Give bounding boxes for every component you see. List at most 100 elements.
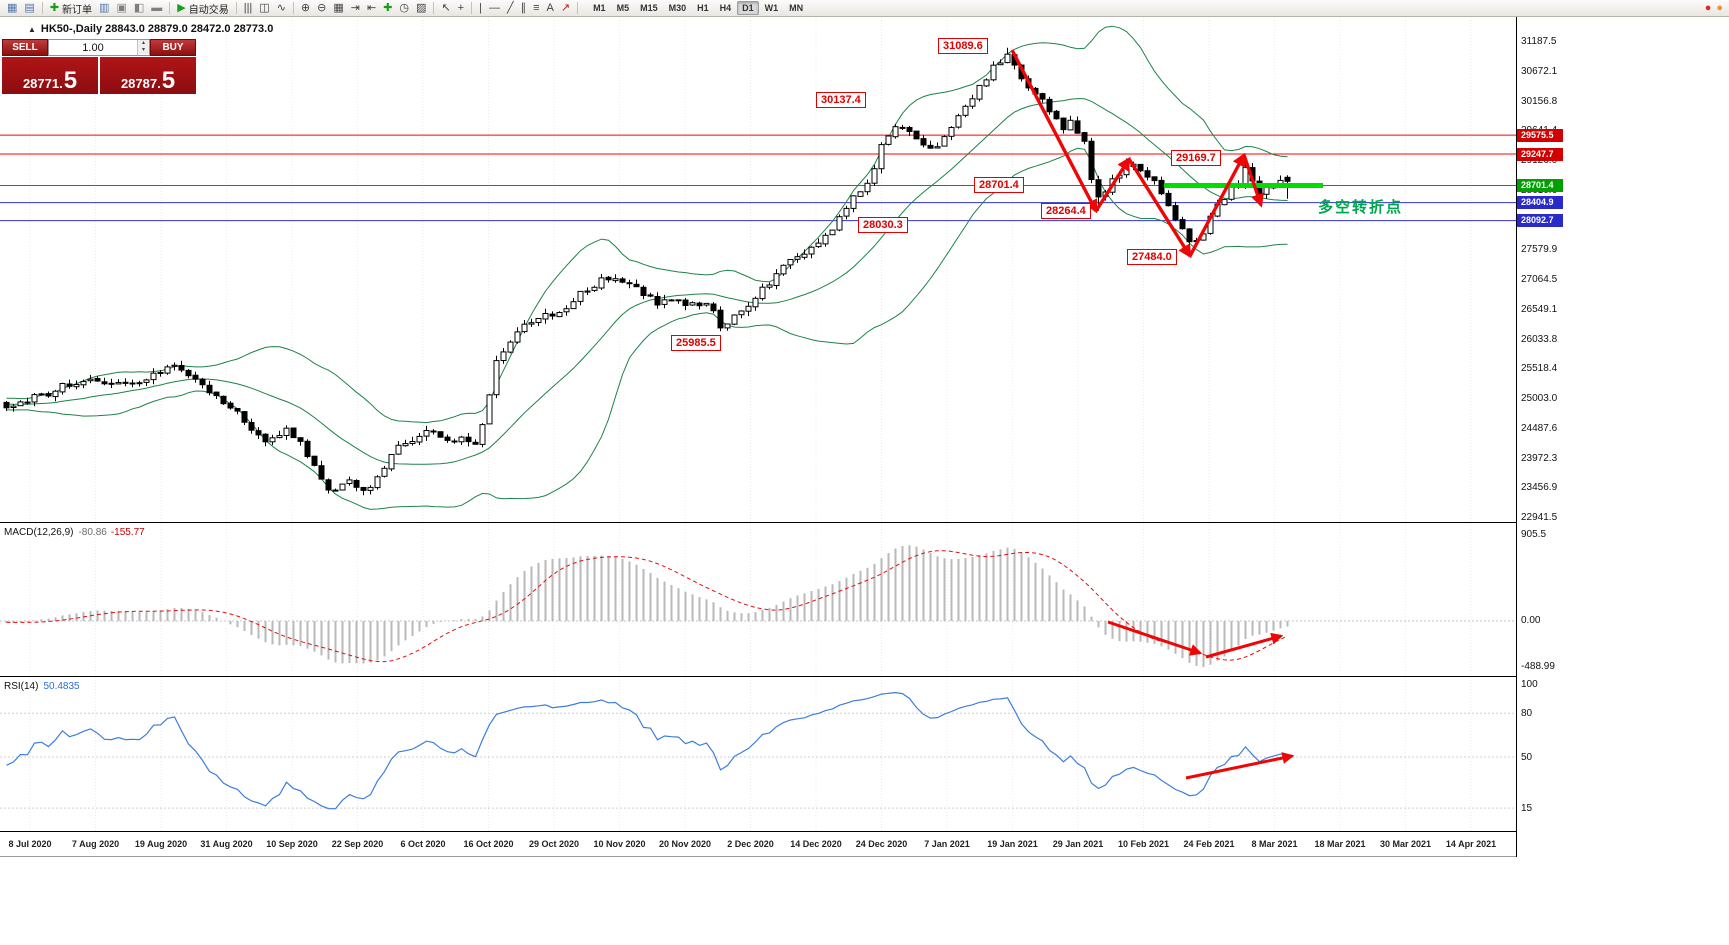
- date-label: 18 Mar 2021: [1314, 839, 1366, 849]
- sell-button[interactable]: SELL: [2, 39, 48, 56]
- navigator-icon: ◧: [133, 1, 145, 14]
- cursor-button[interactable]: ↖: [438, 1, 453, 16]
- date-label: 2 Dec 2020: [727, 839, 774, 849]
- auto-scroll-icon: ⇥: [350, 1, 360, 14]
- auto-trading-button[interactable]: ▶ 自动交易: [174, 1, 231, 16]
- periods-icon: ◷: [399, 1, 410, 14]
- zoom-in-button[interactable]: ⊕: [298, 1, 313, 16]
- price-axis[interactable]: 31187.530672.130156.829641.429126.028610…: [1516, 17, 1576, 857]
- date-label: 29 Oct 2020: [528, 839, 580, 849]
- macd-trend-arrow[interactable]: [1107, 620, 1203, 656]
- market-watch-button[interactable]: ▥: [96, 1, 112, 16]
- indicators-button[interactable]: ✚: [380, 1, 395, 16]
- periods-button[interactable]: ◷: [396, 1, 412, 16]
- buy-price-panel[interactable]: 28787. 5: [100, 57, 196, 94]
- rsi-canvas[interactable]: [0, 677, 1516, 831]
- macd-trend-arrow[interactable]: [1205, 632, 1284, 659]
- macd-indicator-panel[interactable]: MACD(12,26,9) -80.86 -155.77: [0, 523, 1516, 677]
- line-chart-button[interactable]: ∿: [274, 1, 289, 16]
- fibonacci-button[interactable]: ≡: [530, 1, 542, 16]
- time-axis[interactable]: 8 Jul 2020 7 Aug 2020 19 Aug 2020 31 Aug 20…: [0, 832, 1516, 857]
- buy-price-big-digit: 5: [161, 66, 176, 94]
- candlestick-chart-button[interactable]: ◫: [256, 1, 272, 16]
- price-annotation[interactable]: 27484.0: [1127, 249, 1177, 265]
- timeframe-h4[interactable]: H4: [719, 3, 732, 13]
- data-window-button[interactable]: ▣: [113, 1, 129, 16]
- main-chart-panel[interactable]: ▲ HK50-,Daily 28843.0 28879.0 28472.0 287…: [0, 17, 1516, 523]
- timeframe-m15[interactable]: M15: [640, 3, 658, 13]
- timeframe-m1[interactable]: M1: [593, 3, 606, 13]
- price-axis-label: 22941.5: [1521, 512, 1558, 523]
- templates-button[interactable]: ▨: [413, 1, 429, 16]
- text-label-button[interactable]: A: [544, 1, 557, 16]
- zoom-out-icon: ⊖: [317, 1, 327, 14]
- rsi-label: RSI(14) 50.4835: [4, 681, 80, 692]
- tile-windows-button[interactable]: ▦: [330, 1, 346, 16]
- timeframe-h1[interactable]: H1: [697, 3, 709, 13]
- bar-chart-button[interactable]: |||: [241, 1, 256, 16]
- price-line-badge: 28701.4: [1517, 179, 1563, 192]
- terminal-button[interactable]: ▬: [148, 1, 165, 16]
- date-label: 10 Sep 2020: [266, 839, 318, 849]
- alerts-icon[interactable]: ●: [1704, 2, 1712, 14]
- price-axis-label: 24487.6: [1521, 422, 1558, 434]
- buy-button[interactable]: BUY: [150, 39, 196, 56]
- rsi-trend-arrow[interactable]: [1185, 752, 1295, 780]
- chart-shift-button[interactable]: ⇤: [364, 1, 379, 16]
- spinner-down-icon[interactable]: ▾: [138, 47, 149, 54]
- quantity-spinner[interactable]: ▴ ▾: [137, 40, 149, 55]
- quantity-stepper[interactable]: 1.00 ▴ ▾: [48, 39, 150, 56]
- rsi-line: [6, 691, 1288, 810]
- spinner-up-icon[interactable]: ▴: [138, 40, 149, 47]
- timeframe-m5[interactable]: M5: [616, 3, 630, 13]
- date-label: 22 Sep 2020: [331, 839, 384, 849]
- price-annotation[interactable]: 28701.4: [974, 177, 1024, 193]
- macd-axis-label: 0.00: [1521, 615, 1541, 626]
- price-annotation[interactable]: 28030.3: [858, 217, 908, 233]
- chart-profiles-button[interactable]: ▤: [21, 1, 37, 16]
- price-annotation[interactable]: 25985.5: [671, 335, 721, 351]
- date-label: 24 Feb 2021: [1183, 839, 1235, 849]
- auto-scroll-button[interactable]: ⇥: [348, 1, 363, 16]
- timeframe-mn[interactable]: MN: [789, 3, 804, 13]
- zigzag-arrows[interactable]: [1010, 49, 1264, 259]
- new-chart-button[interactable]: ▦: [4, 1, 20, 16]
- vertical-line-button[interactable]: |: [476, 1, 485, 16]
- price-annotation[interactable]: 30137.4: [816, 92, 866, 108]
- price-annotation[interactable]: 31089.6: [938, 38, 988, 54]
- toolbar: ▦ ▤ ✚ 新订单 ▥ ▣ ◧ ▬ ▶ 自动交易 ||| ◫ ∿ ⊕ ⊖ ▦ ⇥ ⇤ ✚ ◷ ▨ ↖ + | — ╱ ∥ ≡ A ↗ M1 M…: [0, 0, 1729, 17]
- zoom-out-button[interactable]: ⊖: [314, 1, 329, 16]
- horizontal-line-button[interactable]: —: [486, 1, 503, 16]
- date-label: 24 Dec 2020: [855, 839, 908, 849]
- price-annotation[interactable]: 28264.4: [1041, 203, 1091, 219]
- timeframe-d1[interactable]: D1: [737, 1, 759, 15]
- sell-price-panel[interactable]: 28771. 5: [2, 57, 98, 94]
- rsi-indicator-panel[interactable]: RSI(14) 50.4835: [0, 677, 1516, 832]
- chart-note-text[interactable]: 多空转折点: [1318, 199, 1404, 216]
- trendline-button[interactable]: ╱: [504, 1, 517, 16]
- timeframe-w1[interactable]: W1: [764, 3, 779, 13]
- bar-chart-icon: |||: [243, 1, 253, 14]
- price-line-badge: 29247.7: [1517, 147, 1563, 161]
- price-axis-label: 29126.0: [1521, 155, 1558, 166]
- channel-button[interactable]: ∥: [518, 1, 530, 16]
- community-icon[interactable]: ●: [1716, 2, 1723, 14]
- timeframe-m30[interactable]: M30: [668, 3, 687, 13]
- candlesticks[interactable]: [3, 47, 1291, 496]
- new-order-button[interactable]: ✚ 新订单: [47, 1, 95, 16]
- date-label: 7 Aug 2020: [71, 839, 120, 849]
- price-chart-canvas[interactable]: [0, 17, 1516, 522]
- collapse-triangle-icon[interactable]: ▲: [28, 25, 36, 34]
- crosshair-button[interactable]: +: [455, 1, 467, 16]
- date-label: 19 Aug 2020: [134, 839, 188, 849]
- navigator-button[interactable]: ◧: [131, 1, 147, 16]
- macd-canvas[interactable]: [0, 523, 1516, 676]
- date-label: 10 Nov 2020: [593, 839, 646, 849]
- price-annotation[interactable]: 29169.7: [1171, 150, 1221, 166]
- arrows-button[interactable]: ↗: [558, 1, 573, 16]
- sell-price: 28771.: [22, 76, 63, 91]
- zoom-in-icon: ⊕: [300, 1, 311, 14]
- date-label: 16 Oct 2020: [463, 839, 514, 849]
- rsi-axis-label: 15: [1521, 803, 1533, 814]
- auto-trading-button-label: 自动交易: [188, 4, 229, 16]
